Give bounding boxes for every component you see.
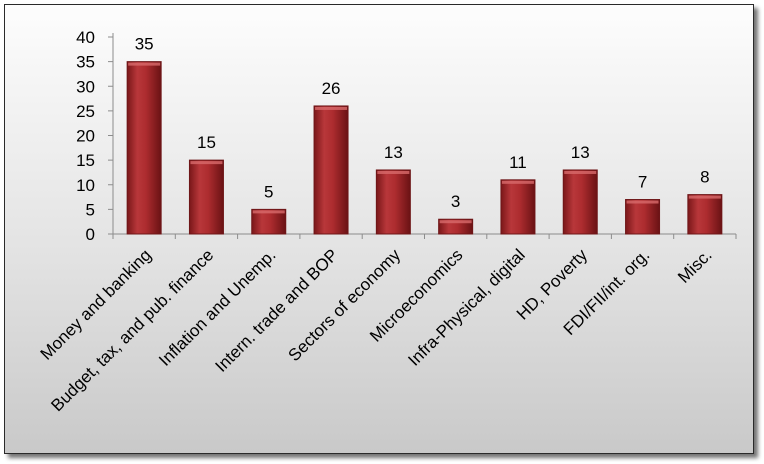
y-tick-label: 15 bbox=[76, 151, 95, 170]
data-label: 11 bbox=[509, 153, 527, 172]
y-tick-label: 35 bbox=[76, 53, 95, 72]
y-tick-label: 25 bbox=[76, 102, 95, 121]
category-label: Sectors of economy bbox=[285, 245, 405, 365]
category-label: Intern. trade and BOP bbox=[211, 245, 341, 375]
category-label: Infra-Physical, digital bbox=[404, 245, 528, 369]
bar bbox=[251, 208, 287, 235]
bar-highlight bbox=[439, 220, 472, 224]
data-label: 7 bbox=[638, 173, 647, 192]
bar-highlight bbox=[315, 106, 348, 110]
y-tick-label: 40 bbox=[76, 28, 95, 47]
bar bbox=[126, 61, 162, 235]
bar bbox=[687, 194, 723, 235]
bar bbox=[625, 199, 661, 235]
data-label: 8 bbox=[700, 168, 709, 187]
bar-highlight bbox=[252, 210, 285, 214]
y-tick-label: 30 bbox=[76, 77, 95, 96]
data-label: 26 bbox=[322, 79, 341, 98]
bar bbox=[500, 179, 536, 235]
y-tick-label: 10 bbox=[76, 176, 95, 195]
bar-highlight bbox=[377, 170, 410, 174]
data-label: 5 bbox=[264, 182, 273, 201]
bar bbox=[313, 105, 349, 235]
data-label: 13 bbox=[384, 143, 403, 162]
bar-highlight bbox=[128, 62, 161, 66]
bar-highlight bbox=[626, 200, 659, 204]
y-tick-label: 0 bbox=[86, 225, 95, 244]
category-label: Money and banking bbox=[37, 245, 155, 363]
y-tick-label: 5 bbox=[86, 200, 95, 219]
data-label: 35 bbox=[135, 35, 154, 54]
bar-highlight bbox=[501, 180, 534, 184]
bar-highlight bbox=[190, 161, 223, 165]
data-label: 3 bbox=[451, 192, 460, 211]
data-label: 13 bbox=[571, 143, 590, 162]
data-label: 15 bbox=[197, 133, 216, 152]
category-label: Misc. bbox=[674, 245, 715, 286]
bar bbox=[188, 159, 224, 235]
bar-highlight bbox=[564, 170, 597, 174]
bar bbox=[562, 169, 598, 235]
category-label: Inflation and Unemp. bbox=[155, 245, 279, 369]
bar bbox=[375, 169, 411, 235]
data-labels: 35 15 5 26 13 3 11 13 7 8 bbox=[135, 35, 710, 212]
y-tick-label: 20 bbox=[76, 127, 95, 146]
bar-highlight bbox=[688, 195, 721, 199]
bars bbox=[126, 61, 723, 235]
